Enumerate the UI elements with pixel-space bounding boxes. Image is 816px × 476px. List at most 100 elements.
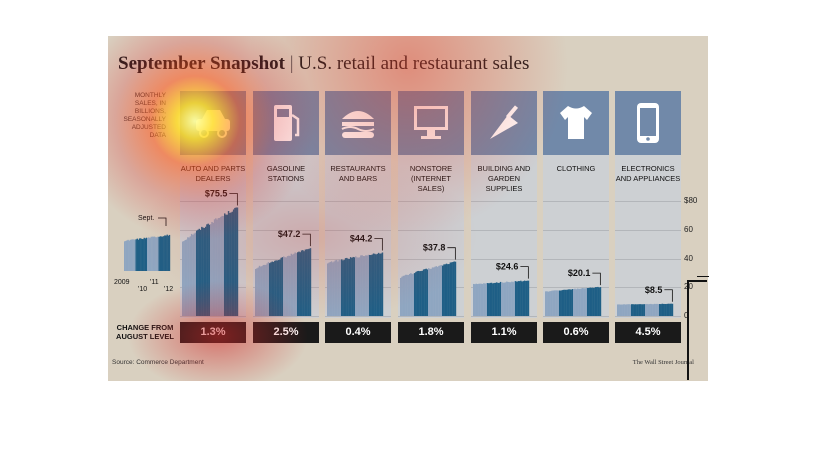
monthly-bar: [284, 257, 286, 316]
monthly-bar: [401, 276, 403, 316]
inset-bar: [150, 236, 152, 271]
monthly-bar: [595, 287, 598, 316]
monthly-bar: [509, 282, 512, 316]
inset-bar: [138, 238, 141, 271]
monthly-bar: [584, 288, 586, 316]
monthly-bar: [329, 262, 332, 316]
monthly-bar: [447, 264, 449, 316]
monthly-bar: [547, 291, 550, 316]
monthly-bar: [226, 214, 229, 316]
monthly-bar: [449, 262, 452, 316]
monthly-bar: [208, 224, 211, 316]
monthly-bar: [671, 303, 674, 316]
monthly-bar: [627, 304, 629, 316]
monthly-bar: [431, 267, 434, 316]
inset-x-label: '12: [164, 286, 173, 293]
inset-bar: [155, 237, 157, 271]
monthly-bar: [303, 251, 305, 316]
monthly-bar: [227, 211, 230, 316]
monthly-bar: [624, 304, 627, 316]
monthly-bar: [279, 259, 281, 316]
monthly-bar: [190, 233, 193, 316]
monthly-bar: [639, 304, 642, 316]
monthly-bar: [372, 253, 375, 316]
monthly-bar: [665, 304, 667, 316]
inset-annotation: Sept.: [138, 215, 154, 222]
monthly-bar: [213, 219, 216, 316]
monthly-bar: [521, 281, 523, 316]
monthly-bar: [234, 207, 236, 316]
monthly-bar: [475, 283, 478, 316]
monthly-bar: [410, 273, 412, 316]
inset-bar: [166, 234, 168, 271]
monthly-bar: [619, 304, 622, 316]
monthly-bar: [343, 259, 346, 316]
inset-bar: [145, 237, 148, 271]
monthly-bar: [562, 289, 565, 316]
monthly-bar: [666, 303, 669, 316]
monthly-bar: [647, 304, 650, 316]
latest-value-label: $75.5: [205, 188, 228, 198]
monthly-bar: [412, 273, 415, 316]
monthly-bar: [632, 304, 634, 316]
monthly-bar: [349, 257, 352, 316]
value-leader-line: [302, 233, 311, 247]
monthly-bar: [365, 255, 367, 316]
monthly-bar: [298, 251, 300, 316]
monthly-bar: [424, 269, 426, 316]
monthly-bar: [552, 290, 555, 316]
monthly-bar: [256, 268, 258, 316]
monthly-bar: [283, 256, 285, 316]
monthly-bar: [515, 281, 517, 316]
monthly-bar: [362, 256, 365, 316]
monthly-bar: [564, 289, 566, 316]
inset-bar: [142, 239, 144, 271]
monthly-bar: [442, 265, 444, 316]
latest-value-label: $20.1: [568, 268, 591, 278]
monthly-bar: [440, 264, 443, 316]
inset-bar: [124, 241, 126, 271]
monthly-bar: [379, 253, 381, 316]
inset-bar: [160, 236, 163, 271]
monthly-bar: [450, 262, 453, 316]
monthly-bar: [506, 281, 508, 316]
monthly-bar: [231, 211, 234, 316]
inset-bar: [157, 236, 159, 271]
monthly-bar: [308, 248, 310, 316]
value-leader-line: [374, 238, 383, 251]
monthly-bar: [428, 268, 430, 316]
monthly-bar: [473, 283, 475, 316]
monthly-bar: [617, 304, 619, 316]
monthly-bar: [526, 280, 528, 316]
edge-marker-tick: [687, 280, 707, 282]
monthly-bar: [358, 257, 361, 316]
monthly-bar: [426, 269, 429, 316]
monthly-bar: [185, 239, 188, 316]
monthly-bar: [221, 215, 223, 316]
monthly-bar: [560, 290, 562, 316]
monthly-bar: [353, 257, 356, 316]
inset-bar: [149, 238, 151, 271]
inset-bar: [128, 240, 130, 271]
monthly-bar: [295, 253, 298, 316]
monthly-bar: [225, 214, 227, 316]
monthly-bar: [670, 303, 672, 316]
monthly-bar: [556, 290, 558, 316]
monthly-bar: [633, 304, 636, 316]
monthly-bar: [438, 265, 440, 316]
monthly-bar: [307, 249, 309, 316]
monthly-bar: [380, 253, 382, 316]
monthly-bar: [488, 283, 490, 316]
monthly-bar: [402, 275, 405, 316]
monthly-bar: [452, 262, 454, 316]
inset-bar: [167, 235, 170, 271]
monthly-bar: [655, 303, 657, 316]
monthly-bar: [304, 249, 307, 316]
inset-bar: [136, 238, 138, 271]
monthly-bar: [504, 282, 507, 316]
monthly-bar: [269, 263, 271, 316]
monthly-bar: [430, 268, 433, 316]
monthly-bar: [371, 254, 374, 316]
monthly-bar: [261, 266, 263, 316]
monthly-bar: [662, 303, 665, 316]
